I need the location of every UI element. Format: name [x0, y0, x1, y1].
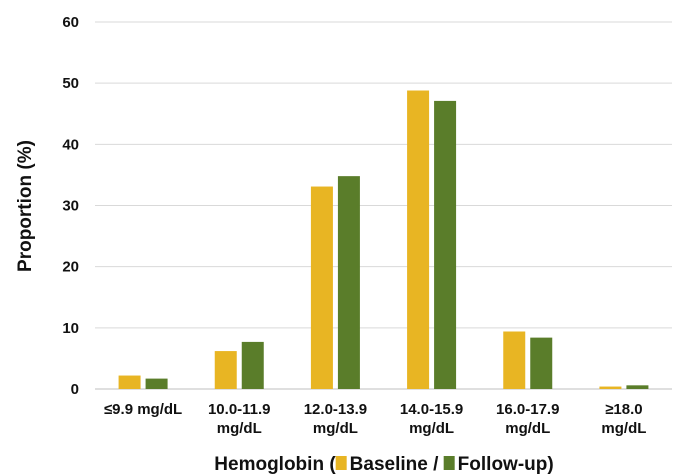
x-category-label-line: mg/dL	[313, 420, 358, 437]
bar-baseline	[407, 90, 430, 390]
bar-follow-up	[241, 341, 264, 389]
x-category-label-line: mg/dL	[217, 420, 262, 437]
bar-follow-up	[626, 385, 649, 389]
y-tick-label: 40	[62, 136, 79, 153]
x-category-label-line: 14.0-15.9	[400, 401, 463, 418]
bar-follow-up	[145, 378, 168, 389]
y-axis-ticks: 0 10 20 30 40 50 60	[62, 14, 79, 398]
x-axis-label-prefix: Hemoglobin (	[214, 454, 336, 475]
x-category-label-line: ≥18.0	[605, 401, 642, 418]
x-category-label: 16.0-17.9 mg/dL	[496, 401, 559, 437]
bar-baseline	[118, 375, 141, 389]
bar-follow-up	[337, 176, 360, 389]
gridlines	[95, 21, 672, 390]
legend-label-baseline: Baseline	[350, 454, 428, 475]
x-category-label-line: 16.0-17.9	[496, 401, 559, 418]
bar-baseline	[214, 351, 237, 389]
x-category-label: 10.0-11.9 mg/dL	[208, 401, 271, 437]
x-category-label-line: ≤9.9 mg/dL	[104, 401, 182, 418]
y-tick-label: 0	[71, 381, 79, 398]
x-category-label-line: mg/dL	[409, 420, 454, 437]
bar-baseline	[503, 331, 526, 389]
bar-baseline	[310, 186, 333, 389]
legend-label-follow-up: Follow-up	[458, 454, 548, 475]
legend-swatch-baseline	[335, 456, 347, 470]
x-category-label-line: 12.0-13.9	[304, 401, 367, 418]
bars	[118, 90, 649, 390]
legend-swatch-follow-up	[443, 456, 455, 470]
x-category-label-line: mg/dL	[505, 420, 550, 437]
y-axis-label: Proportion (%)	[15, 140, 36, 272]
y-tick-label: 60	[62, 14, 79, 31]
x-axis-label-suffix: )	[547, 454, 553, 475]
x-category-label-line: 10.0-11.9	[208, 401, 271, 418]
x-category-label: ≤9.9 mg/dL	[104, 401, 182, 418]
x-category-label-line: mg/dL	[601, 420, 646, 437]
x-category-label: 14.0-15.9 mg/dL	[400, 401, 463, 437]
x-axis-label-with-legend: Hemoglobin ( Baseline / Follow-up )	[214, 454, 553, 475]
y-tick-label: 20	[62, 259, 79, 276]
x-category-label: 12.0-13.9 mg/dL	[304, 401, 367, 437]
y-tick-label: 50	[62, 75, 79, 92]
bar-baseline	[599, 386, 622, 389]
y-tick-label: 10	[62, 320, 79, 337]
x-axis-label-separator: /	[428, 454, 444, 475]
bar-follow-up	[530, 337, 553, 389]
x-category-label: ≥18.0 mg/dL	[601, 401, 646, 437]
bar-follow-up	[434, 100, 457, 389]
y-tick-label: 30	[62, 198, 79, 215]
